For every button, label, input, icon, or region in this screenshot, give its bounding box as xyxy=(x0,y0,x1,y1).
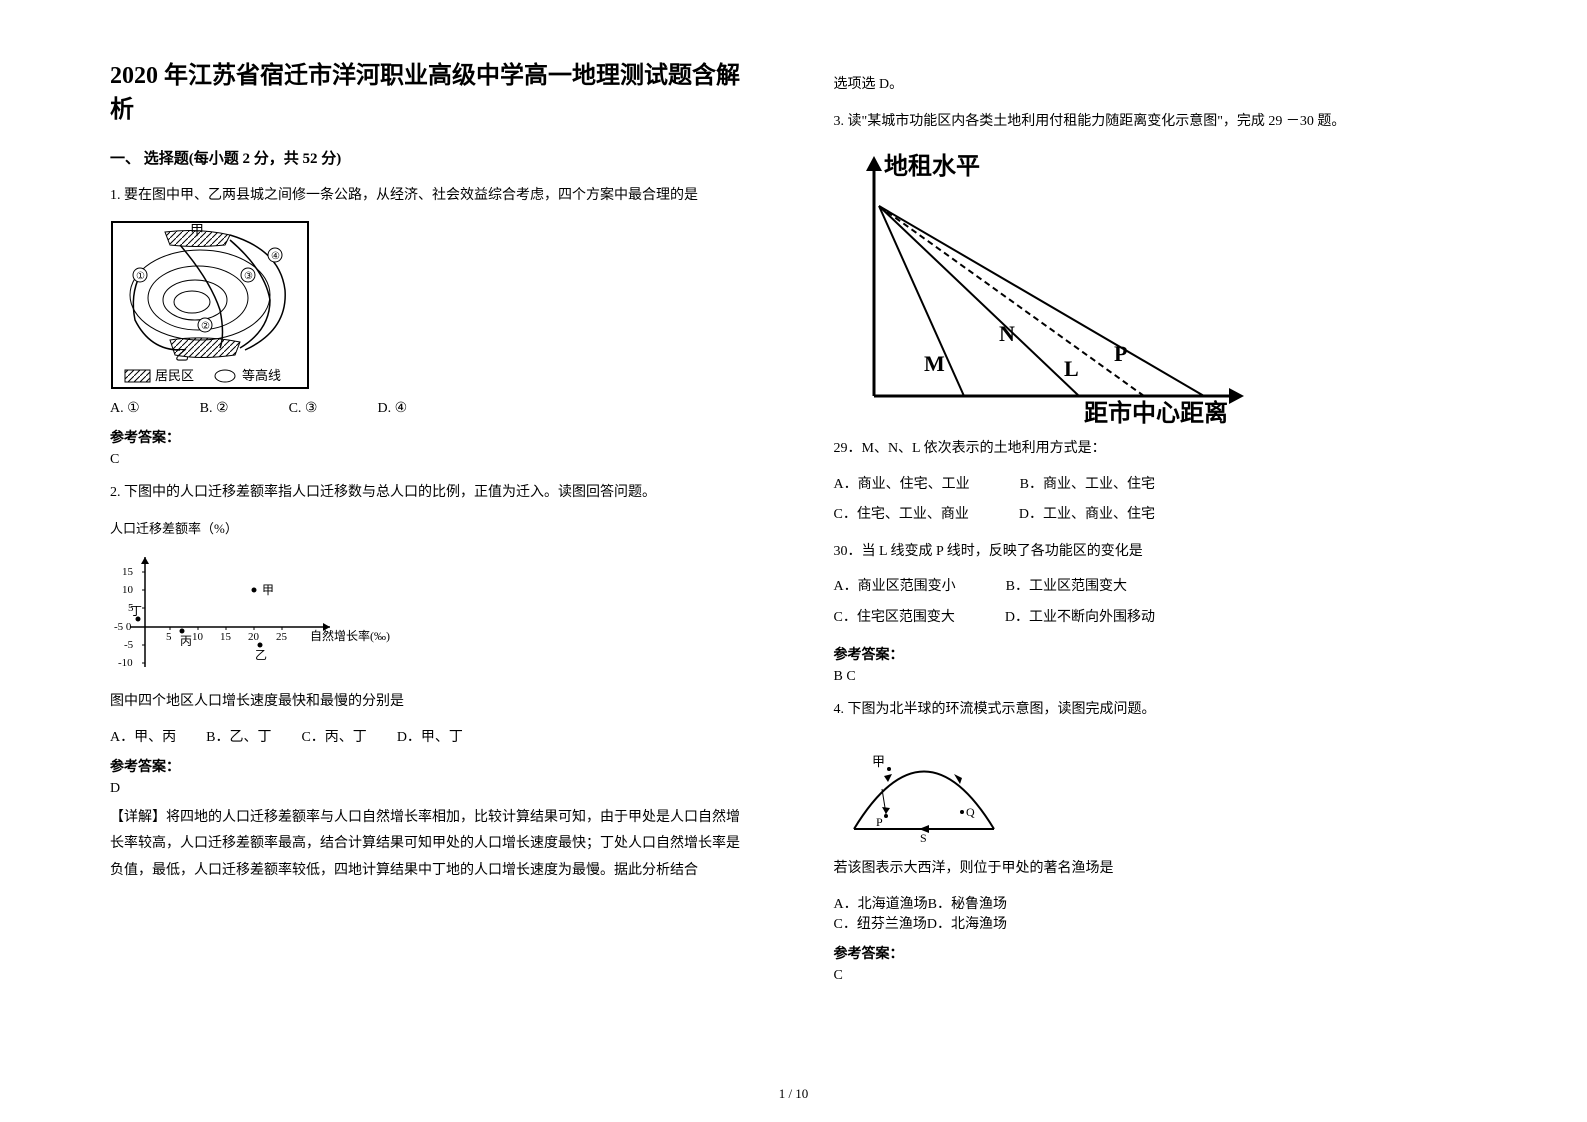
q4-options-row1: A．北海道渔场B．秘鲁渔场 xyxy=(834,893,1478,913)
svg-text:20: 20 xyxy=(248,631,260,643)
svg-text:15: 15 xyxy=(220,631,232,643)
page-number: 1 / 10 xyxy=(779,1086,809,1102)
q3-answer: B C xyxy=(834,669,1478,685)
svg-text:自然增长率(‰): 自然增长率(‰) xyxy=(310,628,390,643)
q3-30-d: D．工业不断向外围移动 xyxy=(1005,603,1155,634)
q2-sub-stem: 图中四个地区人口增长速度最快和最慢的分别是 xyxy=(110,689,754,714)
svg-text:-5 0: -5 0 xyxy=(114,621,132,633)
q3-sub29-options: A．商业、住宅、工业 B．商业、工业、住宅 C．住宅、工业、商业 D．工业、商业… xyxy=(834,470,1478,532)
q2-options: A．甲、丙 B．乙、丁 C．丙、丁 D．甲、丁 xyxy=(110,726,754,746)
svg-text:甲: 甲 xyxy=(262,583,274,597)
q2-option-b: B．乙、丁 xyxy=(206,726,271,746)
q4-sub-stem: 若该图表示大西洋，则位于甲处的著名渔场是 xyxy=(834,856,1478,881)
q1-option-c: C. ③ xyxy=(289,400,318,417)
q4-option-b: B．秘鲁渔场 xyxy=(928,897,1007,912)
q1-map-label-乙: 乙 xyxy=(175,348,189,364)
svg-text:5: 5 xyxy=(166,631,172,643)
q4-option-c: C．纽芬兰渔场 xyxy=(834,917,927,932)
q2-answer: D xyxy=(110,781,754,797)
svg-text:P: P xyxy=(876,815,883,829)
q1-answer-label: 参考答案： xyxy=(110,427,754,447)
q2-explanation: 【详解】将四地的人口迁移差额率与人口自然增长率相加，比较计算结果可知，由于甲处是… xyxy=(110,805,754,885)
q3-29-d: D．工业、商业、住宅 xyxy=(1019,500,1155,531)
page-title: 2020 年江苏省宿迁市洋河职业高级中学高一地理测试题含解析 xyxy=(110,60,754,127)
svg-text:Q: Q xyxy=(966,805,975,819)
q4-options-row2: C．纽芬兰渔场D．北海渔场 xyxy=(834,913,1478,933)
q2-figure: 15 10 5 -5 0 -5 -10 5 10 15 20 25 自然增长率(… xyxy=(110,547,754,677)
q4-option-d: D．北海渔场 xyxy=(927,917,1007,932)
q3-sub30-options: A．商业区范围变小 B．工业区范围变大 C．住宅区范围变大 D．工业不断向外围移… xyxy=(834,572,1478,634)
svg-text:10: 10 xyxy=(122,584,134,596)
left-column: 2020 年江苏省宿迁市洋河职业高级中学高一地理测试题含解析 一、 选择题(每小… xyxy=(80,60,794,1092)
q2-option-c: C．丙、丁 xyxy=(301,726,366,746)
svg-text:丙: 丙 xyxy=(180,634,192,648)
q4-option-a: A．北海道渔场 xyxy=(834,897,928,912)
svg-text:距市中心距离: 距市中心距离 xyxy=(1084,399,1228,426)
svg-text:-5: -5 xyxy=(124,639,134,651)
q4-answer: C xyxy=(834,968,1478,984)
right-column: 选项选 D。 3. 读"某城市功能区内各类土地利用付租能力随距离变化示意图"，完… xyxy=(794,60,1508,1092)
q3-sub29: 29．M、N、L 依次表示的土地利用方式是： xyxy=(834,436,1478,461)
q2-option-a: A．甲、丙 xyxy=(110,726,176,746)
q2-continuation: 选项选 D。 xyxy=(834,72,1478,97)
svg-text:P: P xyxy=(1114,341,1127,366)
q3-30-a: A．商业区范围变小 xyxy=(834,572,956,603)
question-2-stem: 2. 下图中的人口迁移差额率指人口迁移数与总人口的比例，正值为迁入。读图回答问题… xyxy=(110,480,754,505)
svg-text:25: 25 xyxy=(276,631,288,643)
q3-30-b: B．工业区范围变大 xyxy=(1006,572,1127,603)
svg-text:M: M xyxy=(924,351,945,376)
svg-text:-10: -10 xyxy=(118,657,133,669)
svg-text:②: ② xyxy=(201,321,210,332)
q2-chart-title: 人口迁移差额率（%） xyxy=(110,518,754,537)
svg-text:③: ③ xyxy=(244,271,253,282)
q3-29-a: A．商业、住宅、工业 xyxy=(834,470,970,501)
svg-text:地租水平: 地租水平 xyxy=(884,153,980,180)
q3-sub30: 30．当 L 线变成 P 线时，反映了各功能区的变化是 xyxy=(834,539,1478,564)
svg-text:S: S xyxy=(920,831,927,844)
q3-29-b: B．商业、工业、住宅 xyxy=(1020,470,1155,501)
svg-text:甲: 甲 xyxy=(872,754,885,769)
q1-answer: C xyxy=(110,452,754,468)
svg-text:L: L xyxy=(1064,356,1079,381)
q1-option-a: A. ① xyxy=(110,400,140,417)
svg-text:10: 10 xyxy=(192,631,204,643)
q1-legend-2: 等高线 xyxy=(242,368,281,383)
section-heading: 一、 选择题(每小题 2 分，共 52 分) xyxy=(110,147,754,168)
question-1-stem: 1. 要在图中甲、乙两县城之间修一条公路，从经济、社会效益综合考虑，四个方案中最… xyxy=(110,183,754,208)
question-4-stem: 4. 下图为北半球的环流模式示意图，读图完成问题。 xyxy=(834,697,1478,722)
q2-option-d: D．甲、丁 xyxy=(397,726,463,746)
svg-text:N: N xyxy=(999,321,1015,346)
svg-text:15: 15 xyxy=(122,566,134,578)
q2-answer-label: 参考答案： xyxy=(110,756,754,776)
svg-text:①: ① xyxy=(136,271,145,282)
q1-legend-1: 居民区 xyxy=(155,368,194,383)
q1-map-label-甲: 甲 xyxy=(190,224,204,239)
q1-options: A. ① B. ② C. ③ D. ④ xyxy=(110,400,754,417)
svg-text:丁: 丁 xyxy=(130,604,142,618)
q4-figure: P Q 甲 S xyxy=(834,734,1478,844)
q1-figure: 甲 乙 ① ② ③ ④ 居民区 等高线 xyxy=(110,220,754,390)
question-3-stem: 3. 读"某城市功能区内各类土地利用付租能力随距离变化示意图"，完成 29 －3… xyxy=(834,109,1478,134)
q3-answer-label: 参考答案： xyxy=(834,644,1478,664)
q3-29-c: C．住宅、工业、商业 xyxy=(834,500,969,531)
svg-text:④: ④ xyxy=(271,251,280,262)
q3-30-c: C．住宅区范围变大 xyxy=(834,603,955,634)
q1-option-d: D. ④ xyxy=(377,400,407,417)
q3-figure: 地租水平 距市中心距离 M N L P xyxy=(834,146,1478,426)
svg-text:乙: 乙 xyxy=(255,648,267,662)
q4-answer-label: 参考答案： xyxy=(834,943,1478,963)
q1-option-b: B. ② xyxy=(200,400,229,417)
